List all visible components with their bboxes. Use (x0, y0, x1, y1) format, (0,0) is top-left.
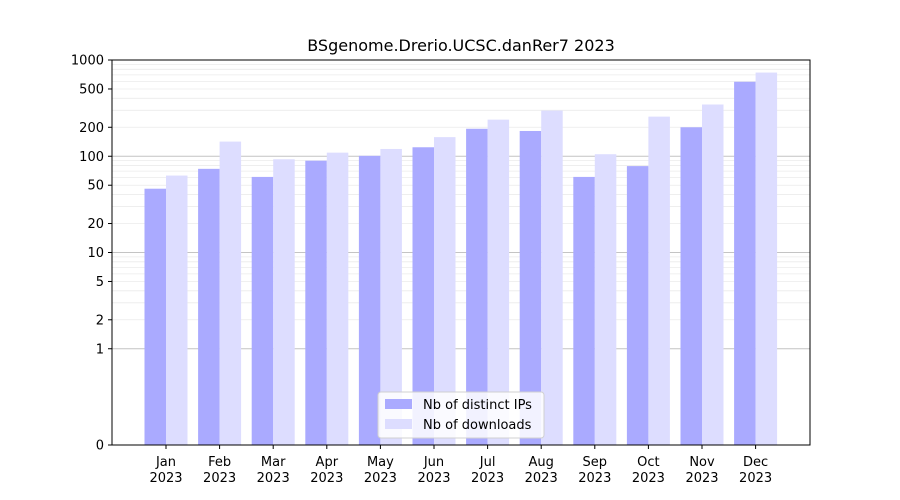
bar-downloads (166, 175, 188, 445)
y-tick-label: 50 (87, 179, 104, 194)
y-tick-label: 0 (96, 439, 104, 454)
bar-distinct-ips (573, 176, 595, 446)
legend-swatch (385, 419, 412, 429)
legend-box (377, 391, 545, 439)
bar-distinct-ips (198, 168, 220, 446)
x-tick-label: Jun 2023 (417, 455, 450, 486)
x-axis: Jan 2023 Feb 2023 Mar 2023 Apr 2023 May 2023 Jun 20… (149, 445, 772, 486)
y-tick-label: 20 (87, 217, 104, 232)
bar-distinct-ips (680, 127, 702, 445)
x-tick-label: Jan 2023 (149, 455, 182, 486)
y-tick-label: 100 (79, 150, 104, 165)
bar-downloads (326, 152, 349, 445)
bar-downloads (541, 110, 563, 445)
y-tick-label: 200 (79, 121, 104, 136)
x-tick-label: Aug 2023 (525, 455, 558, 486)
bar-distinct-ips (626, 166, 649, 445)
x-tick-label: Jul 2023 (471, 455, 504, 486)
x-tick-label: May 2023 (364, 455, 397, 486)
bar-distinct-ips (466, 128, 488, 445)
bars (144, 72, 778, 446)
legend-label: Nb of downloads (423, 418, 532, 433)
bar-distinct-ips (144, 188, 166, 445)
bar-downloads (434, 137, 456, 445)
bar-downloads (219, 141, 242, 446)
x-tick-label: Feb 2023 (203, 455, 236, 486)
chart-title: BSgenome.Drerio.UCSC.danRer7 2023 (307, 36, 615, 55)
y-axis: 0 1 2 5 10 20 50 100 200 500 1000 (71, 54, 112, 454)
bar-downloads (594, 154, 617, 446)
bar-downloads (755, 72, 778, 445)
bar-downloads (380, 148, 402, 445)
bar-downloads (487, 119, 510, 446)
legend-swatch (385, 399, 412, 409)
bar-distinct-ips (412, 147, 434, 445)
y-tick-label: 1 (96, 342, 104, 357)
y-tick-label: 2 (96, 313, 104, 328)
y-tick-label: 5 (96, 275, 104, 290)
bar-distinct-ips (734, 81, 756, 445)
bar-distinct-ips (251, 176, 274, 446)
x-tick-label: Nov 2023 (685, 455, 718, 486)
y-tick-label: 10 (87, 246, 104, 261)
legend: Nb of distinct IPs Nb of downloads (377, 391, 545, 439)
bar-downloads (273, 159, 295, 446)
y-tick-label: 1000 (71, 54, 104, 69)
x-tick-label: Dec 2023 (739, 455, 772, 486)
x-tick-label: Mar 2023 (257, 455, 290, 486)
bar-downloads (702, 104, 724, 445)
x-tick-label: Sep 2023 (578, 455, 611, 486)
bar-distinct-ips (519, 130, 542, 446)
y-tick-label: 500 (79, 82, 104, 97)
x-tick-label: Oct 2023 (632, 455, 665, 486)
legend-label: Nb of distinct IPs (423, 398, 532, 413)
x-tick-label: Apr 2023 (310, 455, 343, 486)
bar-distinct-ips (358, 155, 381, 446)
bar-distinct-ips (305, 160, 327, 445)
bar-downloads (648, 116, 670, 446)
